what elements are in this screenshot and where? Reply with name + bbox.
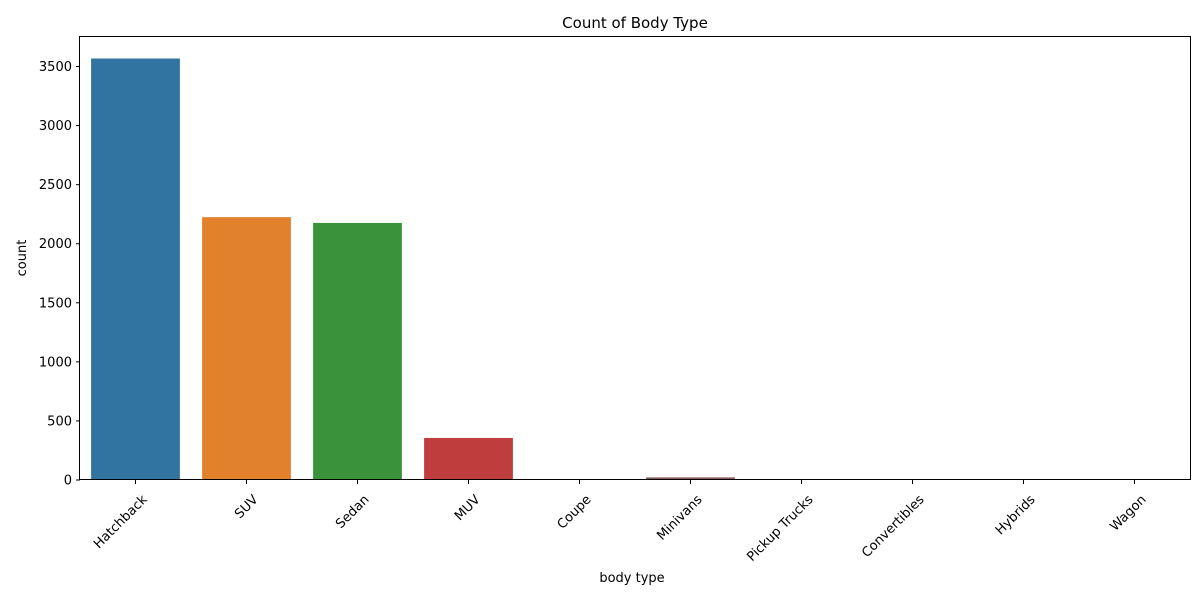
y-tick-label: 0: [64, 474, 72, 489]
bar-sedan: [313, 222, 402, 480]
plot-frame: [79, 36, 1191, 480]
x-tick-label: Minivans: [654, 492, 705, 543]
x-axis-label: body type: [599, 571, 664, 586]
y-tick-label: 2500: [39, 178, 72, 193]
chart-title: Count of Body Type: [562, 14, 708, 32]
y-tick-label: 500: [47, 414, 72, 429]
y-tick-label: 1500: [39, 296, 72, 311]
y-tick-label: 3500: [39, 60, 72, 75]
bar-minivans: [646, 477, 735, 480]
y-axis-ticks: 0 500 1000 1500 2000 2500 3000 3500: [39, 60, 80, 489]
x-tick-label: Hybrids: [993, 492, 1039, 538]
x-tick-label: Hatchback: [91, 492, 151, 552]
y-axis-label: count: [15, 240, 30, 277]
bar-suv: [202, 217, 291, 480]
y-tick-label: 2000: [39, 237, 72, 252]
bars-layer: [91, 58, 1179, 480]
bar-muv: [424, 437, 513, 480]
bar-hatchback: [91, 58, 180, 480]
x-tick-label: Pickup Trucks: [744, 492, 816, 564]
x-axis-ticks: Hatchback SUV Sedan MUV Coupe Minivans Pickup …: [91, 480, 1150, 565]
x-tick-label: MUV: [452, 492, 484, 524]
x-tick-label: Convertibles: [859, 492, 928, 561]
y-tick-label: 1000: [39, 355, 72, 370]
x-tick-label: Coupe: [555, 492, 595, 532]
axes-layer: [79, 36, 1191, 480]
y-tick-label: 3000: [39, 119, 72, 134]
x-tick-label: SUV: [232, 492, 262, 522]
x-tick-label: Sedan: [333, 492, 372, 531]
x-tick-label: Wagon: [1108, 492, 1150, 534]
